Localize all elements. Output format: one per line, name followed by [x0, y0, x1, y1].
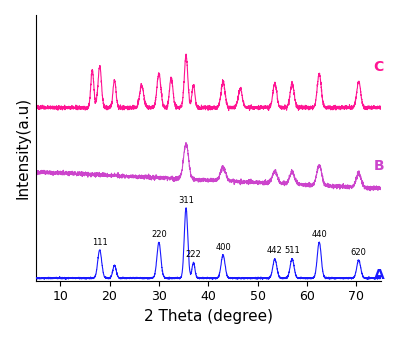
Text: 111: 111 — [92, 238, 108, 247]
Text: 220: 220 — [151, 230, 167, 239]
Y-axis label: Intensity(a.u): Intensity(a.u) — [15, 97, 30, 199]
Text: 311: 311 — [178, 196, 194, 205]
Text: A: A — [374, 268, 384, 282]
Text: 400: 400 — [215, 243, 231, 252]
Text: 222: 222 — [186, 250, 201, 259]
Text: C: C — [374, 60, 384, 74]
Text: 440: 440 — [311, 230, 327, 239]
Text: 442: 442 — [267, 246, 283, 256]
Text: 620: 620 — [351, 248, 367, 257]
Text: 511: 511 — [284, 246, 300, 256]
X-axis label: 2 Theta (degree): 2 Theta (degree) — [144, 309, 273, 324]
Text: B: B — [374, 159, 384, 173]
